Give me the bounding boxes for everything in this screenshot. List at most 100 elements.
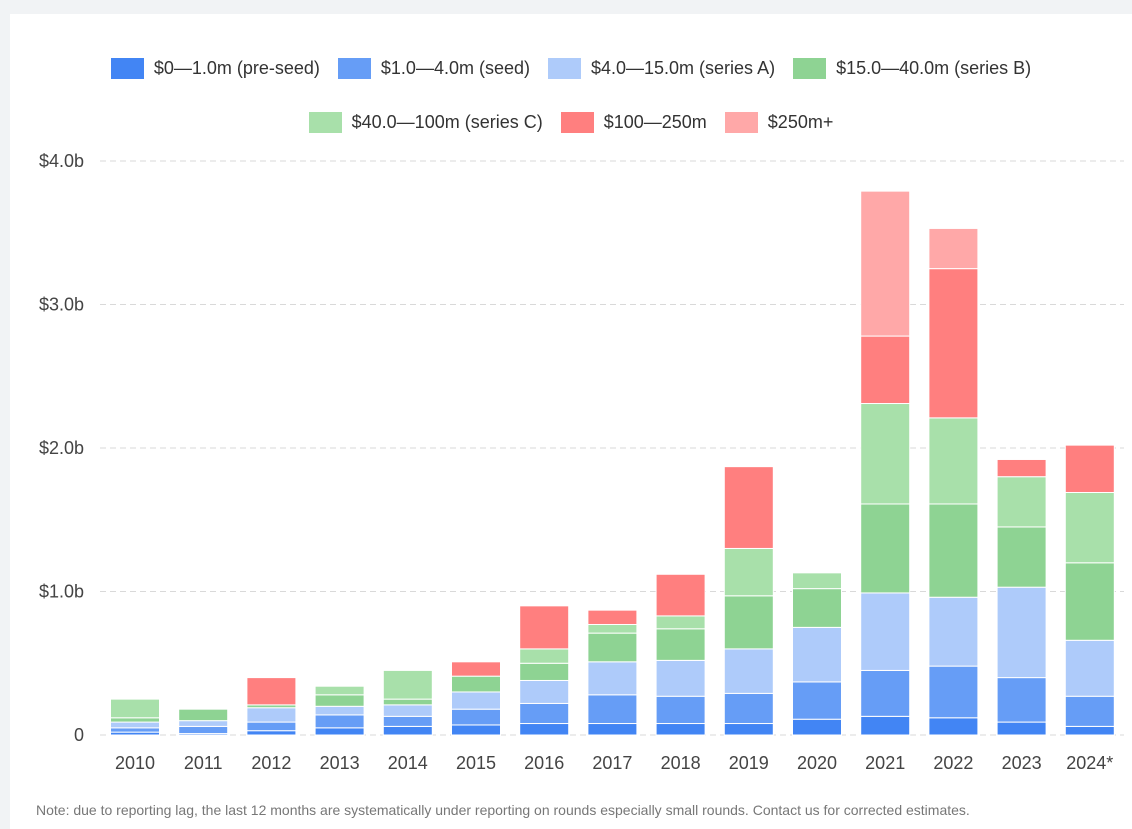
legend-swatch <box>308 111 342 133</box>
bar-segment <box>860 190 911 337</box>
bar-segment <box>451 661 501 677</box>
legend-item[interactable]: $15.0—40.0m (series B) <box>793 57 1031 79</box>
bar-segment <box>1064 639 1115 697</box>
bar-segment <box>451 675 501 693</box>
bar-segment <box>928 717 979 736</box>
bar-segment <box>382 715 433 727</box>
legend-item[interactable]: $4.0—15.0m (series A) <box>547 57 775 79</box>
x-tick-label: 2016 <box>524 753 564 773</box>
legend-label: $1.0—4.0m (seed) <box>380 58 530 78</box>
bar-segment <box>1064 491 1115 564</box>
bar-segment <box>519 648 570 664</box>
bar-segment <box>928 503 979 598</box>
bar-segment <box>723 466 774 549</box>
bar-segment <box>314 705 365 716</box>
bar-segment <box>723 723 774 736</box>
bar-segment <box>928 417 979 505</box>
y-tick-label: $3.0b <box>39 295 84 315</box>
bar-segment <box>723 547 774 597</box>
bar-segment <box>382 725 433 736</box>
bar-segment <box>792 588 842 628</box>
bar-segment <box>860 669 911 717</box>
bar-segment <box>382 698 433 706</box>
bar-segment <box>860 592 911 671</box>
bar-segment <box>178 725 229 735</box>
bar-segment <box>723 692 774 725</box>
bar-segment <box>655 573 706 617</box>
bar-segment <box>792 718 842 736</box>
x-tick-label: 2011 <box>184 753 223 773</box>
bar-segment <box>860 503 911 594</box>
bar-segment <box>451 708 501 726</box>
bar-segment <box>519 702 570 725</box>
bar-segment <box>451 724 501 736</box>
bar-segment <box>996 677 1047 723</box>
bar-segment <box>1064 562 1115 641</box>
bar-segment <box>792 626 842 683</box>
bar-segment <box>792 681 842 720</box>
legend-swatch <box>547 57 581 79</box>
x-tick-label: 2023 <box>1002 753 1042 773</box>
bar-segment <box>996 526 1047 588</box>
bar-segment <box>519 723 570 736</box>
legend-swatch <box>724 111 758 133</box>
legend-item[interactable]: $100—250m <box>560 111 707 133</box>
x-tick-label: 2020 <box>797 753 837 773</box>
bar-segment <box>314 694 365 707</box>
bar-segment <box>314 685 365 696</box>
bar-segment <box>1064 695 1115 727</box>
bar-segment <box>519 605 570 650</box>
chart-legend: $0—1.0m (pre-seed) $1.0—4.0m (seed) $4.0—1… <box>10 57 1132 133</box>
bar-segment <box>655 628 706 661</box>
bar-segment <box>928 596 979 667</box>
legend-swatch <box>560 111 594 133</box>
legend-swatch <box>793 57 827 79</box>
bar-segment <box>519 662 570 681</box>
bar-segment <box>110 721 160 729</box>
y-tick-label: $4.0b <box>39 151 84 171</box>
bar-segment <box>860 335 911 405</box>
x-tick-label: 2021 <box>865 753 905 773</box>
legend-item[interactable]: $40.0—100m (series C) <box>308 111 543 133</box>
bar-segment <box>655 615 706 630</box>
bar-segment <box>519 679 570 704</box>
bar-segment <box>587 661 638 696</box>
bar-segment <box>928 227 979 270</box>
bar-segment <box>110 717 160 723</box>
bar-segment <box>382 669 433 700</box>
legend-swatch <box>337 57 371 79</box>
bar-segment <box>246 707 297 723</box>
bar-segment <box>996 458 1047 478</box>
legend-label: $0—1.0m (pre-seed) <box>153 58 320 78</box>
bar-segment <box>996 586 1047 679</box>
legend-swatch <box>110 57 144 79</box>
bar-segment <box>792 572 842 590</box>
legend-label: $100—250m <box>603 112 707 132</box>
legend-item[interactable]: $0—1.0m (pre-seed) <box>110 57 320 79</box>
bar-segment <box>110 727 160 733</box>
y-tick-label: 0 <box>74 725 84 745</box>
bar-segment <box>451 691 501 710</box>
bar-segment <box>860 715 911 736</box>
bar-segment <box>587 694 638 725</box>
x-tick-label: 2017 <box>592 753 632 773</box>
legend-label: $250m+ <box>767 112 834 132</box>
legend-item[interactable]: $1.0—4.0m (seed) <box>337 57 530 79</box>
bar-segment <box>587 609 638 626</box>
x-tick-label: 2012 <box>251 753 291 773</box>
bar-segment <box>382 704 433 717</box>
x-tick-label: 2024* <box>1066 753 1113 773</box>
bar-segment <box>587 723 638 736</box>
legend-item[interactable]: $250m+ <box>724 111 834 133</box>
legend-label: $40.0—100m (series C) <box>351 112 543 132</box>
bar-segment <box>1064 444 1115 493</box>
bar-segment <box>314 727 365 736</box>
bar-segment <box>928 665 979 719</box>
bar-segment <box>110 698 160 719</box>
y-tick-label: $2.0b <box>39 438 84 458</box>
x-tick-label: 2022 <box>933 753 973 773</box>
bar-segment <box>587 632 638 663</box>
x-tick-label: 2010 <box>115 753 155 773</box>
bar-segment <box>723 595 774 650</box>
bar-segment <box>178 708 229 722</box>
